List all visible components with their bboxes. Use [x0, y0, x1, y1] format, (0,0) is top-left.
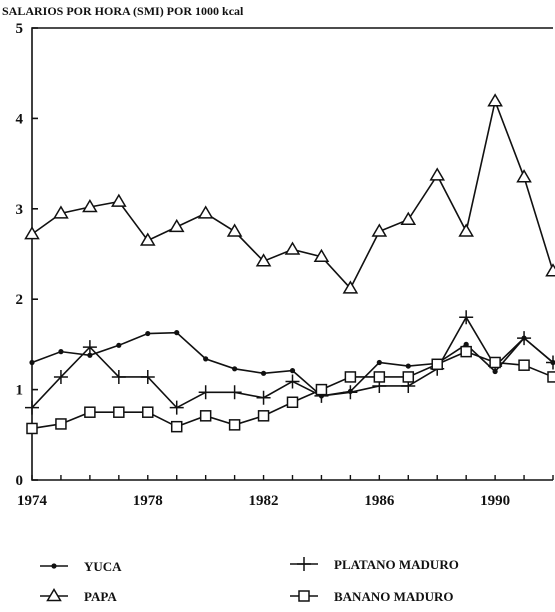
data-point-papa	[371, 223, 388, 237]
data-point-papa	[284, 241, 301, 255]
data-point-banano-maduro	[170, 420, 183, 433]
x-tick-label: 1982	[249, 493, 279, 509]
data-point-platano-maduro	[82, 340, 97, 355]
data-point-banano-maduro	[228, 419, 241, 431]
x-tick-label: 1974	[17, 493, 48, 509]
data-point-banano-maduro	[257, 410, 270, 422]
data-point-platano-maduro	[25, 400, 39, 415]
y-tick-label: 1	[16, 383, 24, 399]
legend-label: PAPA	[84, 589, 117, 604]
data-point-banano-maduro	[315, 383, 328, 396]
data-point-papa	[487, 93, 503, 107]
data-point-yuca	[260, 370, 267, 376]
data-point-platano-maduro	[343, 385, 358, 400]
data-point-platano-maduro	[140, 369, 155, 384]
data-point-banano-maduro	[286, 396, 299, 409]
data-point-yuca	[87, 352, 93, 358]
data-point-yuca	[58, 349, 64, 355]
legend-marker-banano-maduro	[298, 590, 310, 602]
y-axis: 0 1 2 3 4 5	[16, 21, 38, 489]
legend-label: BANANO MADURO	[334, 589, 454, 604]
data-point-yuca	[145, 330, 151, 337]
x-tick-label: 1986	[364, 493, 395, 509]
data-point-papa	[429, 167, 446, 181]
series-line-papa	[31, 98, 554, 290]
legend-item-banano-maduro: BANANO MADURO	[290, 589, 454, 604]
data-point-yuca	[203, 356, 209, 362]
data-point-banano-maduro	[489, 356, 501, 369]
series-layer	[24, 93, 555, 435]
legend-marker-platano-maduro	[297, 557, 311, 571]
data-point-platano-maduro	[198, 385, 213, 400]
data-point-banano-maduro	[113, 406, 125, 418]
y-tick-label: 2	[16, 292, 24, 308]
data-point-banano-maduro	[431, 358, 443, 371]
y-tick-label: 4	[16, 111, 24, 127]
data-point-papa	[111, 193, 127, 207]
series-papa	[24, 93, 555, 294]
data-point-yuca	[232, 366, 238, 372]
data-point-banano-maduro	[26, 422, 38, 435]
series-line-banano-maduro	[31, 350, 554, 430]
data-point-banano-maduro	[402, 371, 415, 383]
data-point-platano-maduro	[256, 390, 271, 405]
data-point-banano-maduro	[84, 406, 96, 418]
data-point-papa	[82, 199, 98, 213]
legend-label: PLATANO MADURO	[334, 557, 459, 572]
data-point-papa	[53, 205, 69, 219]
data-point-yuca	[29, 359, 35, 366]
y-tick-label: 0	[16, 473, 24, 489]
data-point-platano-maduro	[53, 369, 68, 384]
data-point-platano-maduro	[111, 369, 126, 384]
data-point-papa	[516, 169, 532, 183]
data-point-papa	[313, 248, 330, 263]
data-point-yuca	[405, 363, 411, 369]
legend-label: YUCA	[84, 559, 122, 574]
data-point-papa	[342, 280, 359, 294]
data-point-banano-maduro	[344, 371, 357, 383]
data-point-yuca	[376, 359, 382, 366]
legend: YUCA PAPA PLATANO MADURO BANANO MADURO	[40, 557, 459, 604]
y-tick-label: 3	[16, 202, 24, 218]
series-banano-maduro	[26, 345, 555, 435]
data-point-papa	[458, 223, 474, 237]
data-point-papa	[255, 253, 272, 267]
data-point-platano-maduro	[546, 355, 555, 370]
series-line-platano-maduro	[31, 315, 554, 409]
legend-marker-yuca	[51, 563, 57, 569]
data-point-banano-maduro	[518, 359, 530, 371]
x-tick-label: 1990	[480, 493, 510, 509]
x-tick-label: 1978	[133, 493, 163, 509]
y-tick-label: 5	[16, 21, 24, 37]
legend-item-platano-maduro: PLATANO MADURO	[290, 557, 459, 572]
data-point-banano-maduro	[55, 418, 67, 430]
legend-item-yuca: YUCA	[40, 559, 122, 574]
data-point-banano-maduro	[199, 410, 212, 422]
data-point-platano-maduro	[169, 400, 184, 415]
data-point-papa	[139, 232, 156, 246]
data-point-platano-maduro	[227, 385, 242, 400]
data-point-platano-maduro	[459, 310, 474, 325]
legend-marker-papa	[46, 588, 62, 602]
data-point-papa	[226, 223, 243, 237]
data-point-banano-maduro	[142, 406, 154, 418]
data-point-yuca	[463, 341, 469, 347]
data-point-papa	[400, 211, 417, 225]
data-point-papa	[168, 218, 185, 233]
data-point-banano-maduro	[373, 371, 386, 383]
legend-item-papa: PAPA	[40, 588, 117, 604]
data-point-platano-maduro	[517, 331, 532, 346]
x-axis: 1974 1978 1982 1986 1990	[17, 475, 554, 509]
data-point-papa	[24, 226, 40, 240]
data-point-papa	[545, 263, 555, 277]
data-point-yuca	[174, 330, 180, 336]
data-point-banano-maduro	[460, 345, 472, 358]
chart-title: SALARIOS POR HORA (SMI) POR 1000 kcal	[2, 4, 244, 18]
data-point-platano-maduro	[285, 374, 300, 389]
data-point-yuca	[289, 368, 296, 374]
data-point-banano-maduro	[547, 371, 555, 383]
data-point-yuca	[116, 342, 122, 348]
data-point-papa	[197, 205, 214, 219]
